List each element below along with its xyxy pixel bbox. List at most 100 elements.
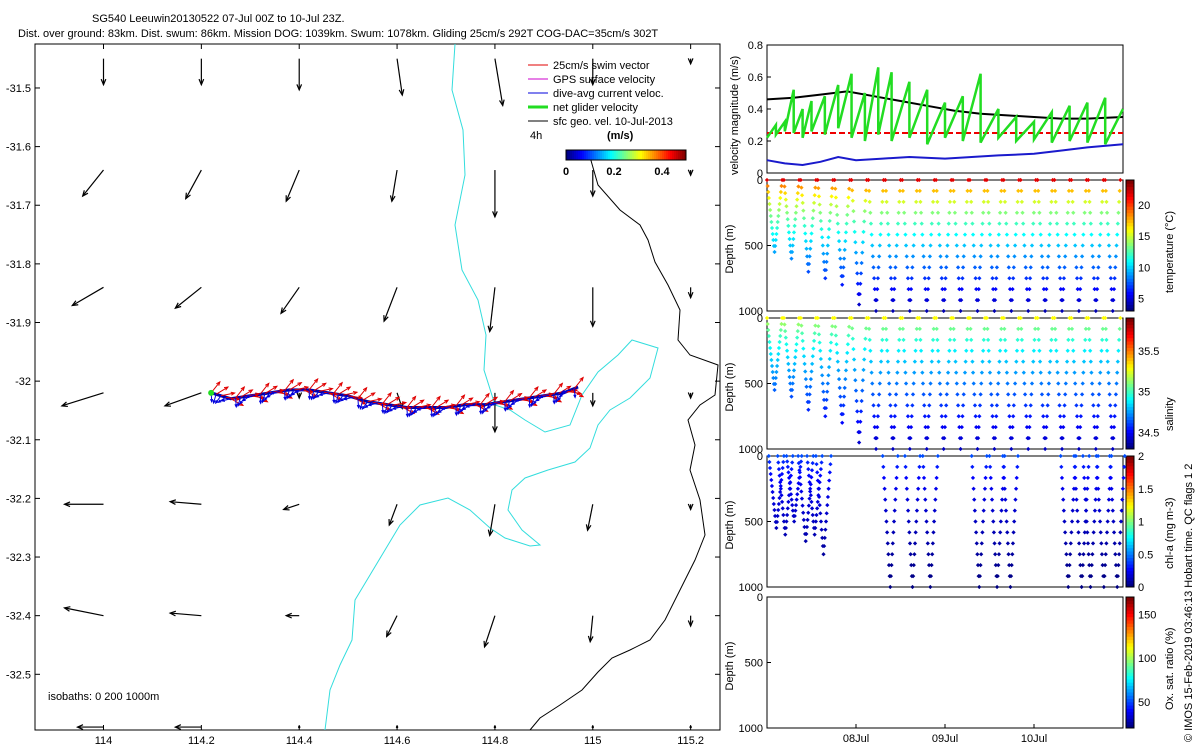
salinity-sample [1046,392,1051,397]
swim-vector [264,385,278,395]
swim-vector [574,377,584,389]
chla-sample [789,466,794,472]
dac-vector-head [506,406,510,411]
chla-sample [988,464,993,470]
map-xtick-label: 114.6 [384,735,411,747]
dac-vector [215,395,222,404]
salinity-sample [902,348,907,353]
temperature-sample [1028,265,1033,270]
chla-sample [1002,486,1007,491]
salinity-colorbar-cell [1126,360,1134,365]
temperature-colorbar-cell [1126,225,1134,230]
temperature-sample [1043,297,1048,303]
salinity-sample [1115,359,1120,364]
temperature-sample [1007,287,1013,292]
chla-colorbar-cell [1126,482,1134,486]
salinity-sample [1107,392,1112,397]
temperature-sample [872,276,877,281]
salinity-sample [950,315,956,321]
dac-vector-head [286,395,290,400]
salinity-sample [1026,446,1031,452]
temperature-sample [993,287,998,292]
salinity-sample [823,414,828,419]
dac-vector [430,407,433,417]
salinity-sample [1052,326,1058,332]
salinity-ytick-label: 1000 [739,444,763,456]
temperature-sample [1096,265,1101,270]
oxygen-colorbar-cell [1126,672,1134,677]
salinity-sample [1063,392,1068,397]
salinity-colorbar-cell [1126,409,1134,414]
geo-vector [391,169,398,202]
temperature-sample [1029,243,1035,248]
temperature-colorbar-cell [1126,222,1134,227]
chla-sample [1115,584,1120,590]
salinity-sample [842,385,847,390]
footer-credit: © IMOS 15-Feb-2019 03:46:13 Hobart time.… [1183,464,1195,742]
salinity-sample [850,336,855,341]
temperature-sample [837,247,842,252]
salinity-sample [849,315,854,321]
salinity-sample [1091,403,1096,408]
chla-sample [891,519,897,524]
salinity-sample [1007,425,1013,430]
dac-vector-head [489,402,495,406]
chla-sample [1082,541,1087,546]
temperature-sample [855,281,860,286]
chla-sample [1086,552,1091,557]
salinity-sample [774,369,779,375]
temperature-sample [1054,221,1060,226]
dac-vector-head [214,400,219,405]
temperature-sample [885,210,890,215]
salinity-sample [972,392,977,397]
temperature-sample [793,217,798,222]
geo-vector [489,287,496,332]
swim-vector-head [475,400,481,405]
dac-vector [561,389,571,393]
dac-vector-head [408,413,412,418]
temperature-sample [980,221,985,226]
geo-vector [71,286,104,307]
salinity-sample [901,337,906,342]
geo-vector-head [173,724,182,730]
salinity-colorbar-cell [1126,347,1134,352]
geo-vector [483,615,496,648]
temperature-sample [1112,276,1117,281]
temperature-sample [901,199,906,204]
salinity-sample [807,392,812,397]
salinity-sample [999,326,1004,332]
temperature-sample [843,230,849,235]
map-colorbar-cell [614,150,617,160]
salinity-ytick-label: 500 [745,379,763,391]
salinity-colorbar-cell [1126,393,1134,398]
chla-sample [776,466,782,472]
temperature-sample [875,287,880,292]
salinity-sample [803,377,808,382]
dac-vector [221,398,231,402]
salinity-sample [1019,337,1025,342]
chla-colorbar-cell [1126,544,1134,549]
salinity-sample [792,361,797,366]
chla-sample [995,573,1000,579]
chla-sample [793,508,798,513]
map-colorbar-cell [684,150,687,160]
temperature-colorbar-tick: 5 [1138,294,1144,306]
salinity-sample [1074,414,1080,419]
chla-sample [1085,475,1091,480]
salinity-sample [843,377,848,382]
temperature-sample [871,265,876,270]
chla-sample [1113,552,1118,557]
velocity-ytick-label: 0 [757,168,763,180]
salinity-sample [1106,381,1112,386]
map-colorbar-cell [636,150,639,160]
chla-colorbar-cell [1126,498,1134,503]
salinity-sample [786,361,791,366]
salinity-sample [914,326,919,332]
chla-sample [890,552,895,557]
swim-vector [455,394,465,407]
chla-colorbar-frame [1125,455,1135,588]
map-colorbar-cell [672,150,675,160]
temperature-sample [1113,265,1118,270]
geo-vector [494,58,504,106]
salinity-sample [1116,337,1122,342]
